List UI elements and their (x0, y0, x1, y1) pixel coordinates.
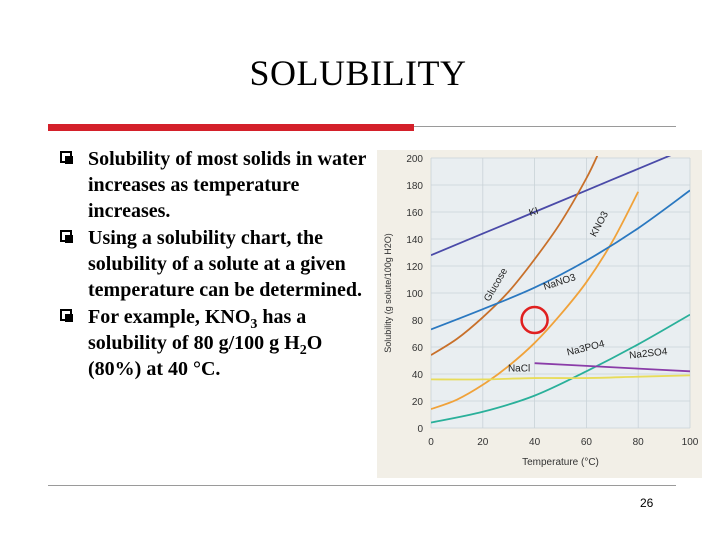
y-tick-label: 120 (406, 262, 423, 273)
y-tick-label: 180 (406, 181, 423, 192)
x-tick-label: 40 (529, 437, 541, 448)
y-tick-label: 40 (412, 370, 424, 381)
slide-title: SOLUBILITY (249, 53, 467, 93)
x-tick-label: 80 (633, 437, 645, 448)
series-line (431, 191, 639, 410)
series-line (431, 156, 599, 356)
bullet-item: Solubility of most solids in water incre… (60, 146, 370, 224)
subscript: 2 (299, 343, 307, 358)
subscript: 3 (250, 317, 258, 332)
series-label: Na2SO4 (629, 346, 669, 361)
checkbox-bullet-icon (60, 230, 73, 243)
y-tick-label: 140 (406, 235, 423, 246)
title-divider-line (414, 126, 676, 127)
footer-divider-line (48, 485, 676, 486)
bullet-text-prefix: For example, KNO (88, 306, 251, 328)
x-tick-label: 100 (682, 437, 699, 448)
bullet-item: For example, KNO3 has a solubility of 80… (60, 304, 370, 382)
solubility-chart-svg: 0 20 40 60 80 100 120 140 160 180 200 0 20 40 60 80 100 T… (383, 154, 699, 468)
checkbox-bullet-icon (60, 309, 73, 322)
y-tick-label: 160 (406, 208, 423, 219)
series-line (431, 313, 690, 424)
bullet-text-middle: has a solubility of 80 g/100 g H (88, 306, 307, 354)
bullet-text: Using a solubility chart, the solubility… (88, 227, 363, 301)
x-tick-label: 20 (477, 437, 489, 448)
bullet-text: Solubility of most solids in water incre… (88, 148, 366, 222)
title-accent-bar (48, 124, 414, 131)
series-line (431, 374, 690, 381)
bullet-list: Solubility of most solids in water incre… (60, 146, 370, 383)
x-tick-label: 0 (428, 437, 434, 448)
y-tick-label: 20 (412, 397, 424, 408)
checkbox-bullet-icon (60, 151, 73, 164)
series-line (534, 362, 690, 373)
x-tick-label: 60 (581, 437, 593, 448)
solubility-chart: 0 20 40 60 80 100 120 140 160 180 200 0 20 40 60 80 100 T… (377, 150, 702, 478)
y-tick-label: 80 (412, 316, 424, 327)
series-label: NaCl (508, 363, 530, 374)
y-tick-label: 200 (406, 154, 423, 165)
y-tick-label: 100 (406, 289, 423, 300)
y-tick-label: 60 (412, 343, 424, 354)
page-number: 26 (640, 496, 654, 510)
series-line (431, 156, 672, 257)
y-axis-label: Solubility (g solute/100g H2O) (383, 233, 393, 353)
y-tick-label: 0 (417, 424, 423, 435)
bullet-text-suffix: O (80%) at 40 °C. (88, 332, 323, 380)
bullet-item: Using a solubility chart, the solubility… (60, 225, 370, 303)
highlight-circle (520, 305, 549, 335)
series-line (431, 189, 690, 331)
x-axis-label: Temperature (°C) (522, 457, 599, 468)
series-label: KI (528, 206, 540, 219)
